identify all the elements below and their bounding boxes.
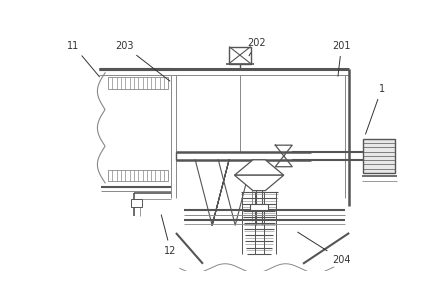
Text: 202: 202 bbox=[247, 38, 266, 56]
Text: 11: 11 bbox=[67, 41, 99, 77]
Bar bbox=[250, 204, 268, 210]
Text: 201: 201 bbox=[332, 41, 351, 76]
Bar bbox=[108, 77, 168, 89]
Bar bbox=[131, 199, 142, 207]
Polygon shape bbox=[234, 175, 284, 191]
Text: 12: 12 bbox=[161, 215, 177, 256]
Bar bbox=[229, 47, 251, 63]
Bar bbox=[108, 170, 168, 181]
Bar bbox=[363, 139, 396, 173]
Text: 203: 203 bbox=[115, 41, 170, 81]
Polygon shape bbox=[234, 160, 284, 175]
Text: 1: 1 bbox=[365, 84, 385, 134]
Text: 204: 204 bbox=[297, 232, 351, 265]
